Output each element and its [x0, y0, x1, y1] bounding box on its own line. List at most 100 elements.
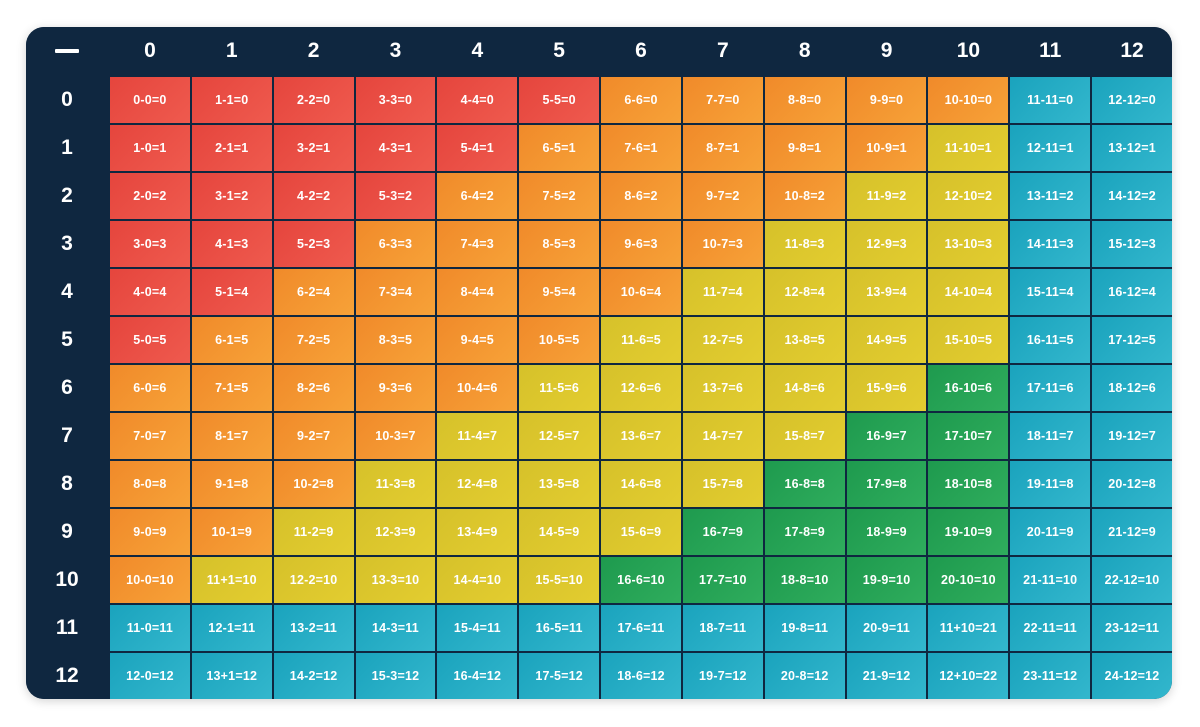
corner-cell — [26, 27, 108, 75]
table-cell: 11-2=9 — [273, 509, 354, 555]
column-header: 12 — [1092, 27, 1172, 75]
table-cell: 22-11=11 — [1010, 605, 1091, 651]
table-cell: 7-6=1 — [601, 125, 681, 171]
table-cell: 15-10=5 — [928, 317, 1009, 363]
table-cell: 10-4=6 — [437, 365, 518, 411]
table-cell: 12-8=4 — [764, 269, 845, 315]
subtraction-table: 0 1 2 3 4 5 6 7 8 9 10 11 12 0 0-0=0 1-1=0 2-2=0 3-3=0 4-4… — [26, 27, 1172, 699]
table-cell: 13-11=2 — [1010, 173, 1091, 219]
table-cell: 10-9=1 — [846, 125, 927, 171]
table-cell: 19-11=8 — [1010, 461, 1091, 507]
table-cell: 10-7=3 — [682, 221, 763, 267]
table-cell: 9-6=3 — [601, 221, 681, 267]
table-cell: 10-1=9 — [191, 509, 272, 555]
table-cell: 10-0=10 — [110, 557, 190, 603]
table-cell: 15-4=11 — [437, 605, 518, 651]
table-cell: 16-7=9 — [682, 509, 763, 555]
table-cell: 9-0=9 — [110, 509, 190, 555]
table-cell: 12-1=11 — [191, 605, 272, 651]
table-cell: 6-6=0 — [601, 77, 681, 123]
table-cell: 14-2=12 — [273, 653, 354, 699]
table-cell: 13-10=3 — [928, 221, 1009, 267]
table-cell: 17-6=11 — [601, 605, 681, 651]
table-cell: 20-9=11 — [846, 605, 927, 651]
table-cell: 0-0=0 — [110, 77, 190, 123]
table-cell: 17-8=9 — [764, 509, 845, 555]
table-cell: 19-10=9 — [928, 509, 1009, 555]
table-cell: 11-4=7 — [437, 413, 518, 459]
table-cell: 20-11=9 — [1010, 509, 1091, 555]
minus-icon — [55, 49, 79, 53]
table-cell: 21-9=12 — [846, 653, 927, 699]
table-cell: 7-1=5 — [191, 365, 272, 411]
table-cell: 14-9=5 — [846, 317, 927, 363]
table-cell: 15-6=9 — [601, 509, 681, 555]
table-cell: 10-3=7 — [355, 413, 436, 459]
table-cell: 15-3=12 — [355, 653, 436, 699]
table-cell: 4-1=3 — [191, 221, 272, 267]
table-cell: 18-11=7 — [1010, 413, 1091, 459]
table-cell: 13-5=8 — [519, 461, 600, 507]
table-cell: 13+1=12 — [191, 653, 272, 699]
row-header: 1 — [26, 125, 108, 171]
row-header: 5 — [26, 317, 108, 363]
table-grid: 0 1 2 3 4 5 6 7 8 9 10 11 12 0 0-0=0 1-1=0 2-2=0 3-3=0 4-4… — [26, 27, 1172, 699]
table-cell: 10-10=0 — [928, 77, 1009, 123]
row-header: 9 — [26, 509, 108, 555]
table-cell: 7-4=3 — [437, 221, 518, 267]
column-header: 7 — [682, 27, 763, 75]
table-cell: 8-4=4 — [437, 269, 518, 315]
table-cell: 5-1=4 — [191, 269, 272, 315]
table-cell: 6-5=1 — [519, 125, 600, 171]
table-cell: 8-5=3 — [519, 221, 600, 267]
table-cell: 11-0=11 — [110, 605, 190, 651]
table-cell: 11-11=0 — [1010, 77, 1091, 123]
table-cell: 8-6=2 — [601, 173, 681, 219]
table-cell: 3-2=1 — [273, 125, 354, 171]
table-cell: 5-4=1 — [437, 125, 518, 171]
table-cell: 12-7=5 — [682, 317, 763, 363]
table-cell: 18-9=9 — [846, 509, 927, 555]
table-cell: 20-10=10 — [928, 557, 1009, 603]
table-cell: 16-9=7 — [846, 413, 927, 459]
table-cell: 8-8=0 — [764, 77, 845, 123]
row-header: 7 — [26, 413, 108, 459]
table-cell: 12+10=22 — [928, 653, 1009, 699]
row-header: 0 — [26, 77, 108, 123]
table-cell: 4-3=1 — [355, 125, 436, 171]
table-cell: 12-5=7 — [519, 413, 600, 459]
table-cell: 14-8=6 — [764, 365, 845, 411]
table-cell: 18-7=11 — [682, 605, 763, 651]
table-cell: 9-1=8 — [191, 461, 272, 507]
table-cell: 12-0=12 — [110, 653, 190, 699]
table-cell: 23-11=12 — [1010, 653, 1091, 699]
table-cell: 2-0=2 — [110, 173, 190, 219]
table-cell: 7-3=4 — [355, 269, 436, 315]
table-cell: 16-6=10 — [601, 557, 681, 603]
table-cell: 11-8=3 — [764, 221, 845, 267]
column-header: 11 — [1010, 27, 1091, 75]
table-cell: 11-7=4 — [682, 269, 763, 315]
table-cell: 19-12=7 — [1092, 413, 1172, 459]
table-cell: 15-12=3 — [1092, 221, 1172, 267]
table-cell: 15-7=8 — [682, 461, 763, 507]
table-cell: 5-3=2 — [355, 173, 436, 219]
table-cell: 14-11=3 — [1010, 221, 1091, 267]
table-cell: 15-5=10 — [519, 557, 600, 603]
table-cell: 20-12=8 — [1092, 461, 1172, 507]
table-cell: 7-7=0 — [682, 77, 763, 123]
table-cell: 17-12=5 — [1092, 317, 1172, 363]
table-cell: 22-12=10 — [1092, 557, 1172, 603]
table-cell: 6-4=2 — [437, 173, 518, 219]
table-cell: 9-8=1 — [764, 125, 845, 171]
table-cell: 9-9=0 — [846, 77, 927, 123]
column-header: 2 — [273, 27, 354, 75]
table-cell: 8-3=5 — [355, 317, 436, 363]
table-cell: 11-6=5 — [601, 317, 681, 363]
table-cell: 5-2=3 — [273, 221, 354, 267]
table-cell: 9-3=6 — [355, 365, 436, 411]
table-cell: 10-2=8 — [273, 461, 354, 507]
table-cell: 6-1=5 — [191, 317, 272, 363]
table-cell: 17-9=8 — [846, 461, 927, 507]
table-cell: 10-5=5 — [519, 317, 600, 363]
